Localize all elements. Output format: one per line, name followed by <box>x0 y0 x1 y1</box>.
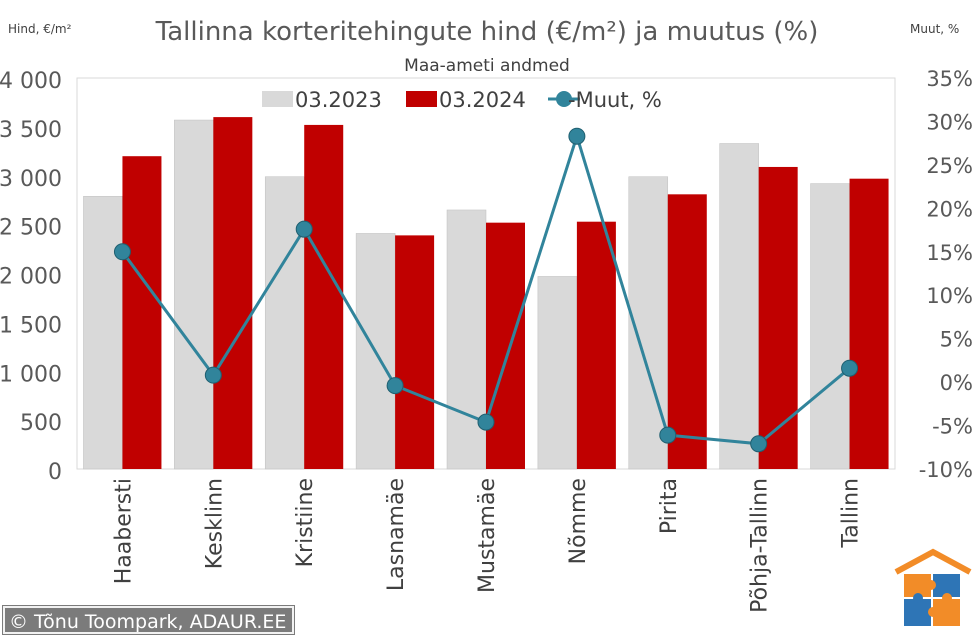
y2-tick-label: 0% <box>940 371 973 395</box>
y-tick-label: 1 000 <box>0 362 62 387</box>
chart-title: Tallinna korteritehingute hind (€/m²) ja… <box>155 17 819 47</box>
bar-03-2023 <box>628 176 669 470</box>
bar-03-2023 <box>810 183 850 470</box>
bar-03-2023 <box>537 276 578 470</box>
line-marker-muut <box>568 127 586 145</box>
x-tick-label: Lasnamäe <box>384 478 409 591</box>
bar-03-2023 <box>719 143 759 470</box>
bar-03-2023 <box>83 196 123 470</box>
bar-03-2024 <box>667 194 707 469</box>
bar-03-2023 <box>174 119 214 470</box>
bar-03-2024 <box>304 124 344 470</box>
line-marker-muut <box>113 243 131 261</box>
bar-03-2024 <box>213 117 253 469</box>
y-tick-label: 2 000 <box>0 265 62 290</box>
bar-03-2023 <box>355 233 396 470</box>
y-tick-label: 4 000 <box>0 69 62 94</box>
line-marker-muut <box>659 426 677 444</box>
chart-subtitle: Maa-ameti andmed <box>404 56 570 76</box>
y2-tick-label: 5% <box>940 328 973 352</box>
bar-03-2024 <box>122 156 162 469</box>
y2-tick-label: 20% <box>926 197 973 221</box>
legend-label-03-2024: 03.2024 <box>439 88 526 112</box>
y-tick-label: 0 <box>48 460 62 485</box>
y2-tick-label: 30% <box>926 110 973 134</box>
y-tick-label: 3 000 <box>0 167 62 192</box>
bar-03-2024 <box>849 178 889 469</box>
legend-marker-muut <box>556 91 572 107</box>
legend-swatch-03-2024 <box>406 91 437 107</box>
bar-03-2024 <box>395 235 435 469</box>
line-marker-muut <box>750 435 768 453</box>
y2-tick-label: -10% <box>919 458 973 482</box>
adaur-logo-icon <box>894 548 972 626</box>
y2-axis-title: Muut, % <box>910 22 959 36</box>
y2-tick-label: 15% <box>926 241 973 265</box>
line-marker-muut <box>204 366 222 384</box>
line-marker-muut <box>477 413 495 431</box>
y2-tick-label: 25% <box>926 154 973 178</box>
legend-label-03-2023: 03.2023 <box>295 88 382 112</box>
legend-swatch-03-2023 <box>262 91 293 107</box>
line-marker-muut <box>386 377 404 395</box>
x-tick-label: Tallinn <box>839 478 864 549</box>
bar-03-2024 <box>486 222 525 469</box>
y-tick-label: 2 500 <box>0 216 62 241</box>
legend-label-muut: -Muut, % <box>568 88 662 112</box>
x-tick-label: Haabersti <box>111 478 136 584</box>
y-axis-title: Hind, €/m² <box>8 22 72 36</box>
y-tick-label: 500 <box>20 411 62 436</box>
x-tick-label: Pirita <box>657 478 682 534</box>
x-tick-label: Kesklinn <box>202 478 227 569</box>
y-tick-label: 1 500 <box>0 313 62 338</box>
x-tick-label: Nõmme <box>566 478 591 564</box>
y2-tick-label: 10% <box>926 284 973 308</box>
x-tick-label: Kristiine <box>293 478 318 567</box>
x-tick-label: Põhja-Tallinn <box>748 478 773 613</box>
y2-tick-label: 35% <box>926 67 973 91</box>
x-tick-label: Mustamäe <box>475 478 500 593</box>
bar-03-2023 <box>446 209 487 470</box>
bar-03-2024 <box>576 221 616 469</box>
y2-tick-label: -5% <box>932 415 973 439</box>
y-tick-label: 3 500 <box>0 118 62 143</box>
line-marker-muut <box>841 359 859 377</box>
bar-03-2023 <box>264 176 305 470</box>
credit-label: © Tõnu Toompark, ADAUR.EE <box>1 605 296 635</box>
line-marker-muut <box>295 220 313 238</box>
bar-03-2024 <box>758 166 798 469</box>
